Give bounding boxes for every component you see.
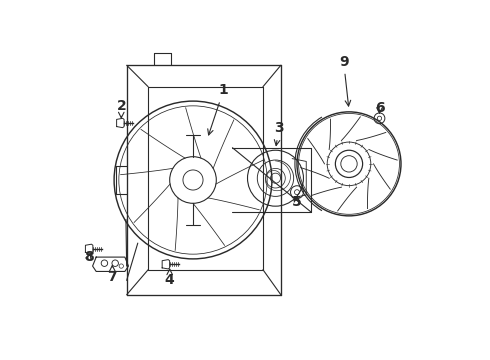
Text: 6: 6 [375, 101, 384, 115]
Text: 4: 4 [165, 269, 174, 287]
Text: 1: 1 [208, 84, 228, 135]
Text: 3: 3 [274, 121, 284, 145]
Text: 7: 7 [107, 266, 117, 284]
Text: 2: 2 [117, 99, 126, 118]
Text: 8: 8 [84, 250, 94, 264]
Text: 9: 9 [339, 55, 351, 106]
Text: 5: 5 [292, 194, 302, 208]
